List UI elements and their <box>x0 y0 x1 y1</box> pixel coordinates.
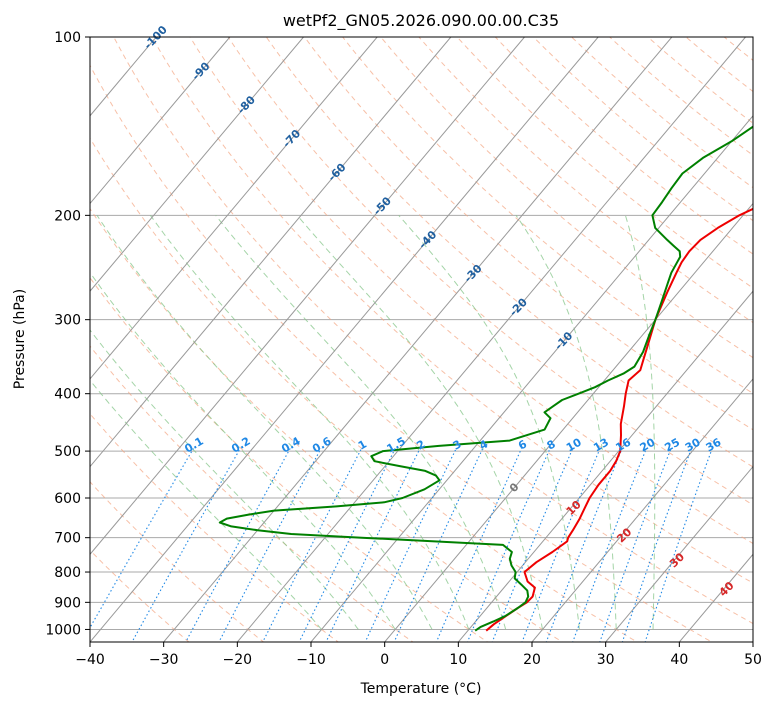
isotherm-line <box>531 378 753 642</box>
isotherm-line <box>90 37 452 468</box>
x-tick-label: −10 <box>296 652 326 668</box>
x-tick-label: 0 <box>380 652 389 668</box>
dry-adiabat-line <box>90 481 265 642</box>
y-tick-label: 800 <box>54 565 81 581</box>
dry-adiabat-line <box>113 37 753 625</box>
axes: −40 −30 −20 −10 0 10 20 30 40 50 1000 900 800 700 600 5… <box>45 30 762 668</box>
mixing-ratio-line <box>218 448 322 642</box>
mixing-ratio-line <box>491 448 574 642</box>
mixing-ratio-line <box>185 448 291 642</box>
mixing-ratio-line <box>435 448 522 642</box>
isotherm-line <box>90 37 599 642</box>
moist-adiabat-line <box>90 271 396 630</box>
y-tick-label: 600 <box>54 491 81 507</box>
y-tick-label: 300 <box>54 313 81 329</box>
mixing-ratio-line <box>521 448 601 642</box>
y-tick-label: 400 <box>54 387 81 403</box>
isotherm-line <box>90 37 378 380</box>
moist-adiabat-line <box>515 215 617 630</box>
dry-adiabat-line <box>90 137 639 642</box>
mixing-ratio-line <box>572 448 647 642</box>
chart-title: wetPf2_GN05.2026.090.00.00.C35 <box>283 11 559 31</box>
temperature-line <box>485 207 753 632</box>
isotherm-line <box>163 37 673 642</box>
x-tick-label: 20 <box>523 652 541 668</box>
x-tick-label: −40 <box>75 652 105 668</box>
y-tick-label: 700 <box>54 531 81 547</box>
isotherm-line <box>90 37 525 556</box>
moist-adiabat-line <box>149 215 470 630</box>
dry-adiabat-line <box>90 207 564 642</box>
dry-adiabat-line <box>90 549 190 642</box>
mixing-ratio-line <box>131 448 241 642</box>
x-tick-label: −30 <box>149 652 179 668</box>
background-lines <box>0 37 753 642</box>
moist-adiabat-line <box>215 214 507 630</box>
mixing-ratio-line <box>393 448 484 642</box>
dry-adiabat-line <box>303 37 753 431</box>
isotherm-line <box>752 641 753 642</box>
isotherm-line <box>236 37 746 642</box>
mixing-ratio-line <box>262 448 362 642</box>
dewpoint-line <box>218 125 753 632</box>
y-axis-label: Pressure (hPa) <box>12 289 28 389</box>
plot-frame <box>89 36 754 643</box>
mixing-ratio-line <box>298 448 396 642</box>
dry-adiabat-line <box>227 37 753 506</box>
isotherm-line <box>605 465 753 642</box>
isotherm-line <box>90 37 304 292</box>
x-tick-label: 50 <box>744 652 762 668</box>
x-tick-label: 40 <box>670 652 688 668</box>
profile-lines <box>218 125 753 632</box>
y-tick-label: 900 <box>54 595 81 611</box>
y-tick-label: 500 <box>54 444 81 460</box>
dry-adiabat-line <box>456 37 753 289</box>
x-tick-label: 30 <box>597 652 615 668</box>
dry-adiabat-line <box>90 64 713 642</box>
moist-adiabat-line <box>96 215 433 630</box>
moist-adiabat-line <box>296 214 543 630</box>
moist-adiabat-line <box>398 214 580 630</box>
dry-adiabat-line <box>189 37 753 545</box>
y-tick-label: 1000 <box>45 622 81 638</box>
isotherm-line <box>457 290 753 642</box>
moist-adiabat-line <box>624 215 656 630</box>
y-tick-label: 100 <box>54 30 81 46</box>
x-tick-label: −20 <box>223 652 253 668</box>
x-tick-label: 10 <box>449 652 467 668</box>
dry-adiabat-line <box>90 413 340 642</box>
y-tick-label: 200 <box>54 208 81 224</box>
isotherm-line <box>90 37 231 205</box>
x-axis-label: Temperature (°C) <box>360 681 482 697</box>
isotherm-line <box>0 37 9 642</box>
mixing-ratio-line <box>545 448 623 642</box>
isotherm-line <box>384 202 753 642</box>
moist-adiabat-line <box>90 329 359 630</box>
moist-adiabat-line <box>90 379 322 630</box>
isotherm-line <box>310 115 753 642</box>
dry-adiabat-line <box>380 37 753 359</box>
dry-adiabat-line <box>90 345 414 642</box>
